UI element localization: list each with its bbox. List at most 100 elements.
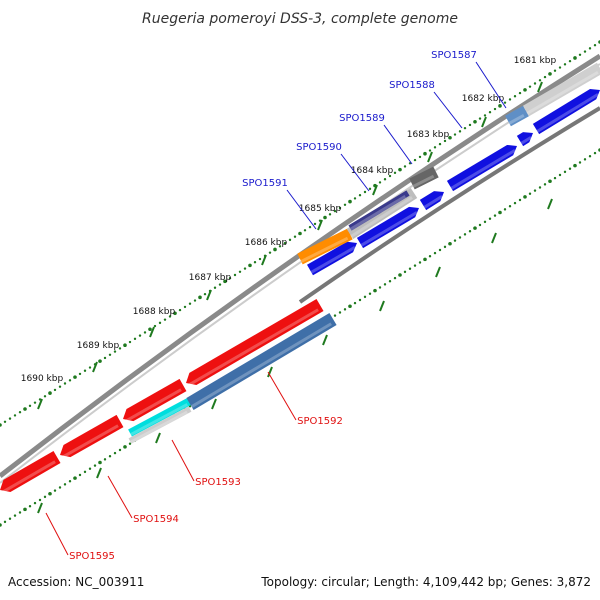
forward-gene-bar-shine	[360, 211, 418, 247]
bottom-tick-dot	[38, 498, 42, 502]
reverse-gene-bar	[60, 414, 124, 458]
top-tick-dot	[33, 401, 37, 404]
top-tick-dot	[503, 101, 507, 104]
forward-gene-label: SPO1591	[242, 178, 288, 189]
indigo-gene-bar	[348, 190, 410, 231]
bottom-tick-dot	[338, 311, 342, 314]
bottom-tick-dot	[0, 523, 2, 527]
top-tick-dot	[323, 215, 327, 220]
bottom-tick-dot	[98, 460, 102, 465]
kbp-tick-label: 1689 kbp	[77, 341, 120, 351]
top-tick-dot	[58, 385, 62, 388]
reverse-gene-label: SPO1594	[133, 514, 179, 525]
top-tick-dot	[418, 155, 422, 159]
top-tick-dot	[398, 167, 402, 172]
kbp-tick-label: 1682 kbp	[462, 94, 505, 104]
top-major-tick	[206, 289, 212, 301]
bottom-tick-dot	[93, 464, 97, 467]
top-tick-dot	[118, 347, 122, 350]
bottom-tick-dot	[433, 251, 437, 255]
backbone-inner	[298, 106, 600, 304]
kbp-tick-label: 1686 kbp	[245, 238, 288, 248]
forward-gene-label: SPO1589	[339, 113, 385, 124]
top-tick-dot	[413, 158, 417, 162]
bottom-major-tick	[435, 266, 441, 278]
top-tick-dot	[498, 104, 502, 108]
top-tick-dot	[288, 238, 292, 242]
bottom-tick-dot	[348, 304, 352, 309]
bottom-tick-dot	[513, 201, 517, 205]
bottom-tick-dot	[8, 517, 12, 520]
bottom-tick-dot	[113, 451, 117, 455]
bottom-tick-dot	[473, 226, 477, 230]
top-tick-dot	[218, 283, 222, 286]
bottom-tick-dot	[523, 195, 527, 199]
reverse-gene-bar-shine	[60, 424, 119, 460]
bottom-major-tick	[267, 366, 273, 378]
steel-gene-bar	[186, 312, 337, 411]
top-tick-dot	[83, 369, 87, 372]
top-tick-dot	[253, 261, 257, 264]
top-tick-dot	[148, 327, 152, 332]
reverse-gene-bar	[123, 378, 187, 422]
bottom-tick-dot	[123, 445, 127, 449]
top-tick-dot	[178, 308, 182, 312]
top-tick-dot	[3, 420, 7, 424]
top-tick-dot	[508, 98, 512, 101]
bottom-tick-dot	[508, 205, 512, 208]
forward-gene-bar	[446, 144, 517, 192]
top-tick-dot	[203, 292, 207, 296]
top-tick-dot	[423, 151, 427, 156]
bottom-tick-dot	[543, 183, 547, 186]
bottom-tick-dot	[578, 161, 582, 164]
top-major-tick	[92, 361, 98, 373]
top-tick-dot	[68, 379, 72, 382]
top-tick-dot	[23, 407, 27, 411]
kbp-tick-label: 1687 kbp	[189, 273, 232, 283]
top-tick-dot	[523, 88, 527, 92]
bottom-tick-dot	[33, 501, 37, 505]
top-tick-dot	[28, 404, 32, 408]
bottom-tick-dot	[3, 520, 7, 524]
top-tick-dot	[513, 95, 517, 98]
bottom-tick-dot	[68, 480, 72, 483]
top-tick-dot	[193, 299, 197, 302]
forward-gene-bar	[307, 241, 357, 276]
top-tick-dot	[258, 257, 262, 261]
top-tick-dot	[578, 53, 582, 56]
top-tick-dot	[273, 247, 277, 252]
gray-gene-bar	[128, 406, 192, 444]
orange-gene-bar	[297, 228, 353, 265]
bottom-tick-dot	[23, 507, 27, 512]
top-tick-dot	[403, 165, 407, 168]
forward-gene-bar-shine	[536, 93, 599, 133]
top-major-tick	[37, 398, 43, 410]
bottom-tick-dot	[498, 210, 502, 215]
top-tick-dot	[18, 411, 22, 414]
top-tick-dot	[443, 139, 447, 143]
gray-gene-bar-shine	[129, 410, 188, 444]
bottom-tick-dot	[468, 230, 472, 233]
top-tick-dot	[593, 43, 597, 47]
top-tick-dot	[558, 66, 562, 69]
top-tick-dot	[268, 251, 272, 254]
bottom-tick-dot	[588, 155, 592, 158]
forward-gene-bar	[532, 89, 600, 135]
bottom-major-tick	[379, 300, 385, 312]
topology-summary: Topology: circular; Length: 4,109,442 bp…	[260, 575, 591, 589]
bottom-major-tick	[211, 398, 217, 410]
bottom-tick-dot	[593, 151, 597, 155]
top-tick-dot	[13, 414, 17, 417]
top-tick-dot	[473, 119, 477, 124]
forward-gene-leader	[286, 189, 317, 230]
bottom-tick-dot	[388, 280, 392, 283]
top-tick-dot	[128, 340, 132, 344]
kbp-tick-label: 1681 kbp	[514, 56, 557, 66]
bottom-tick-dot	[558, 173, 562, 177]
reverse-gene-leader	[267, 371, 297, 421]
bottom-tick-dot	[563, 170, 567, 174]
bottom-major-tick	[96, 467, 102, 479]
top-tick-dot	[183, 305, 187, 309]
kbp-tick-label: 1684 kbp	[351, 166, 394, 176]
top-tick-dot	[228, 276, 232, 280]
